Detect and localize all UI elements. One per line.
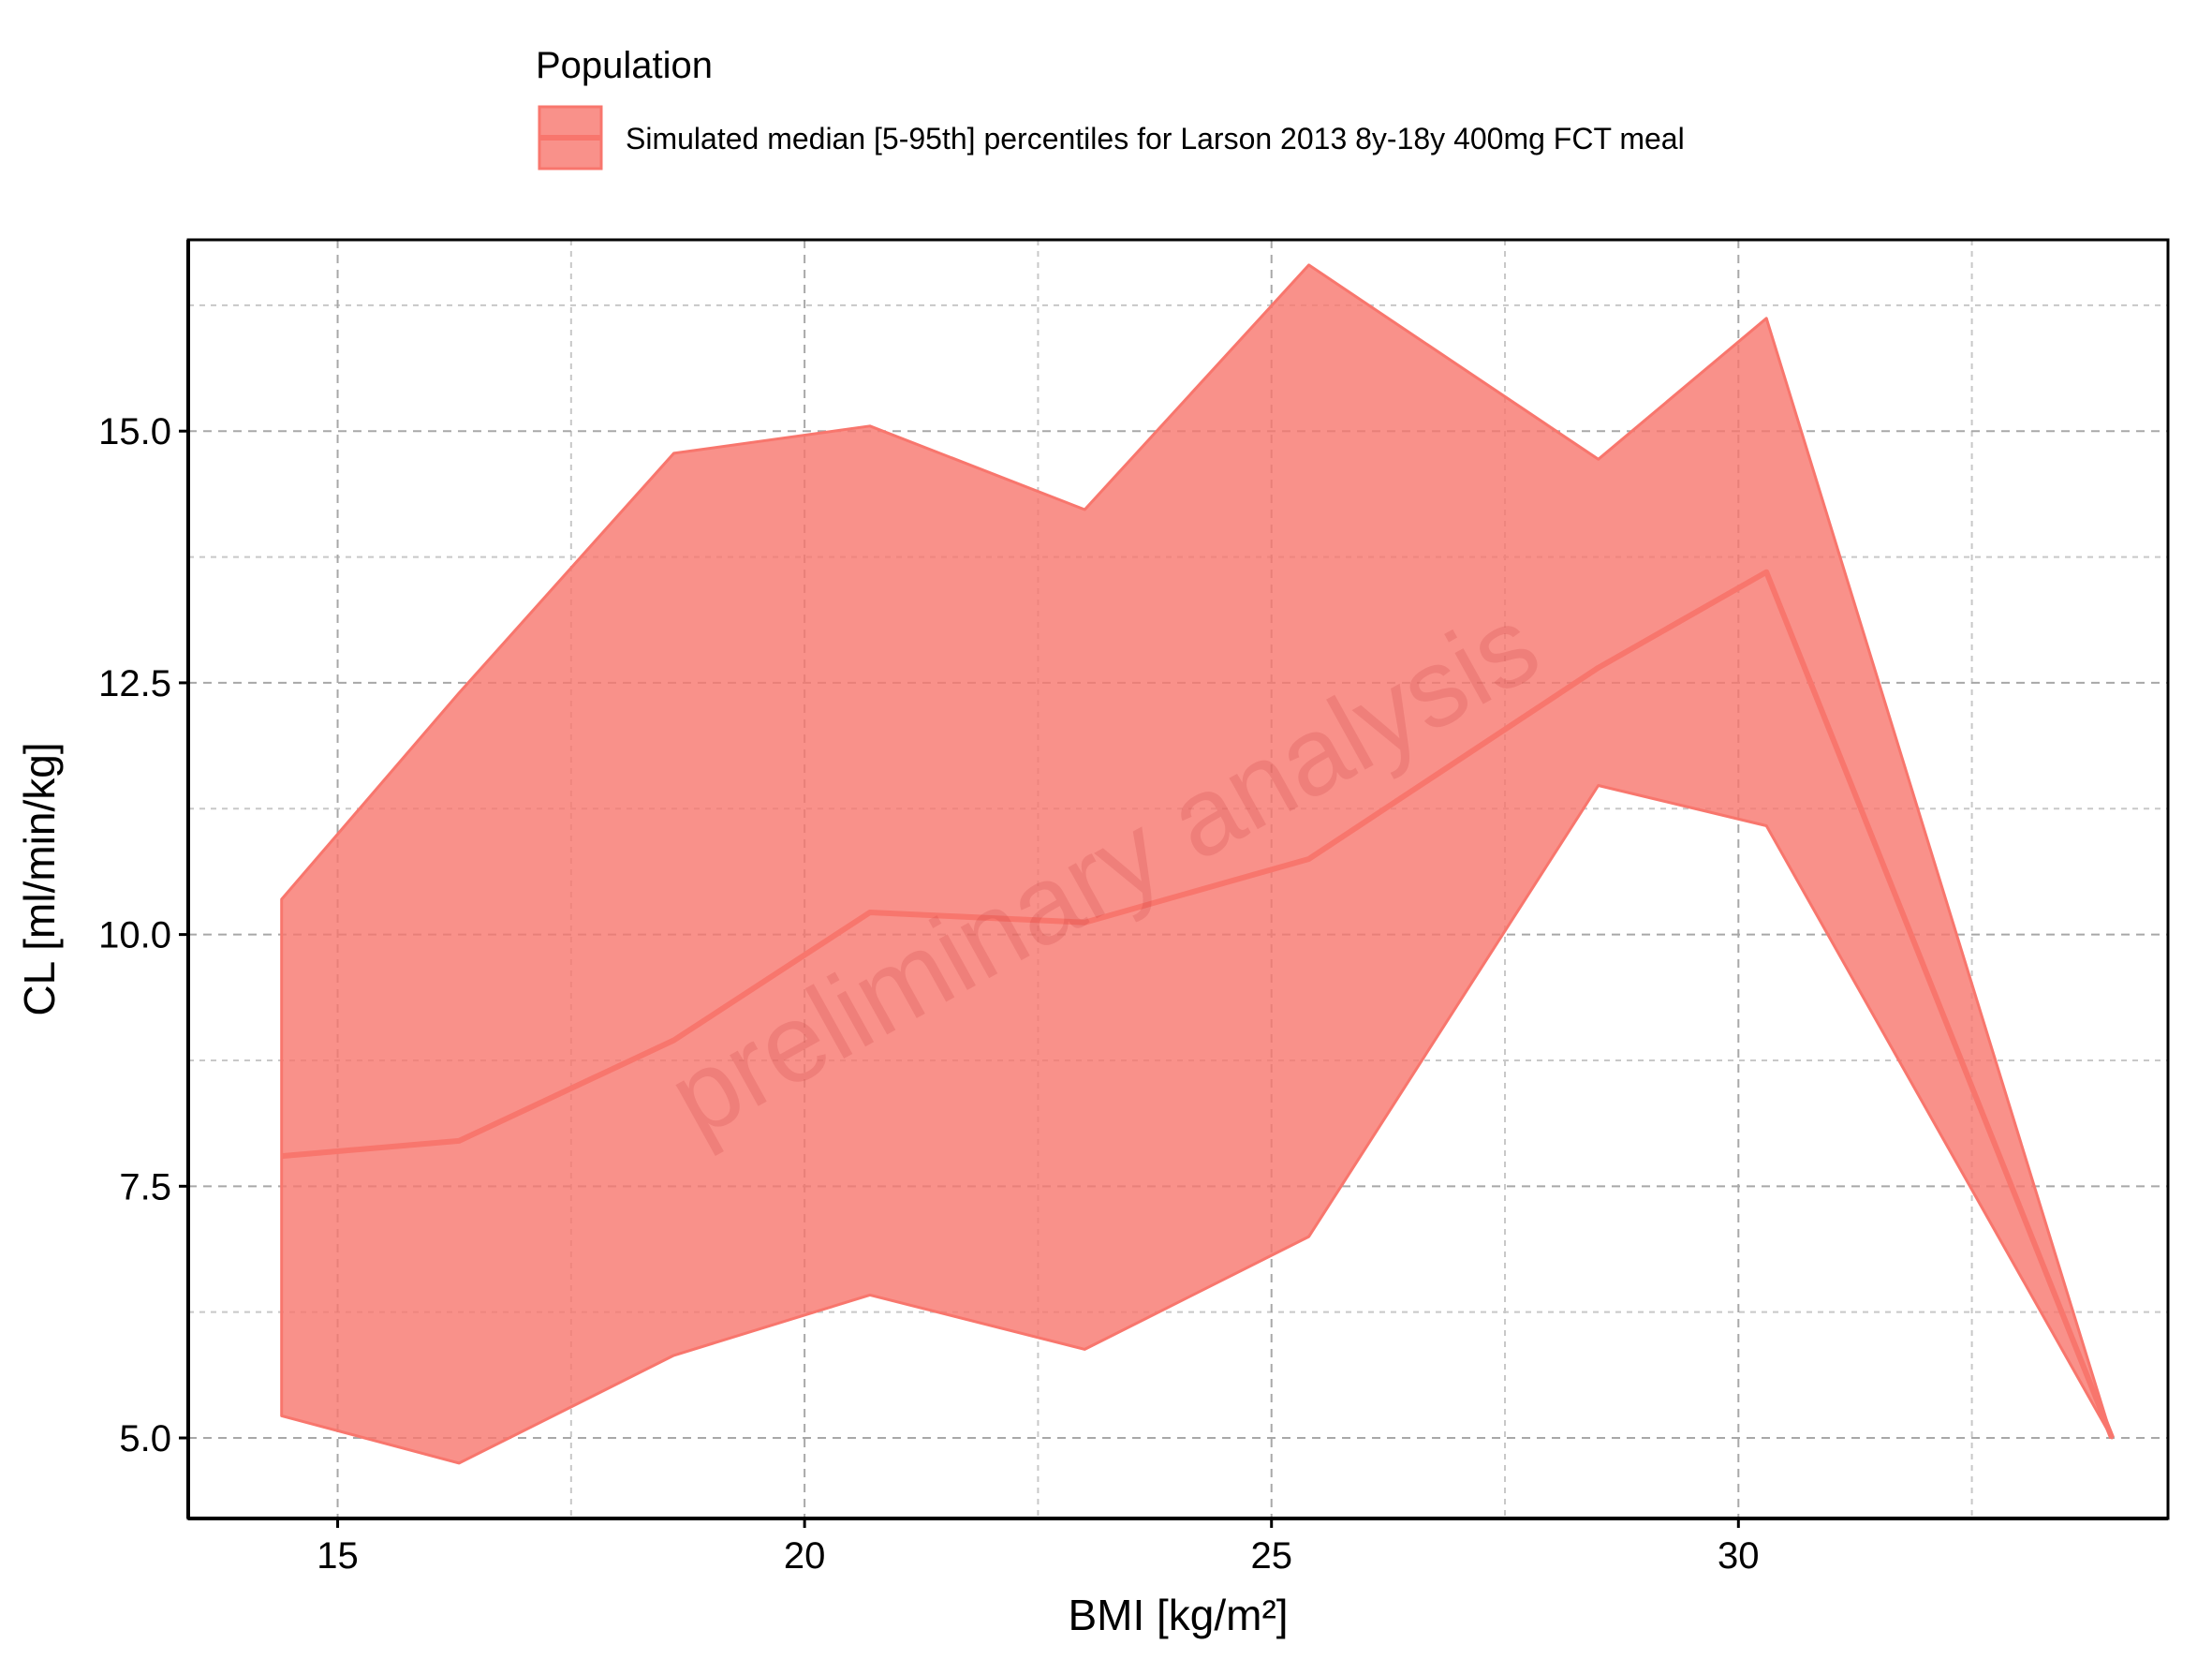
percentile-band-area [280,263,2114,1465]
y-tick-label: 5.0 [119,1418,171,1459]
legend: Population Simulated median [5-95th] per… [536,45,1685,170]
y-tick-label: 12.5 [98,663,171,704]
y-tick-label: 7.5 [119,1166,171,1207]
y-axis-title: CL [ml/min/kg] [15,742,64,1015]
x-axis-title: BMI [kg/m²] [1068,1591,1288,1639]
legend-title: Population [536,45,713,86]
legend-entry-label: Simulated median [5-95th] percentiles fo… [626,122,1685,156]
y-tick-label: 15.0 [98,411,171,452]
x-tick-label: 30 [1718,1535,1760,1577]
x-tick-label: 15 [317,1535,359,1577]
x-tick-label: 25 [1250,1535,1292,1577]
y-tick-label: 10.0 [98,915,171,956]
x-tick-label: 20 [784,1535,826,1577]
median-line [281,569,2115,1440]
y-axis: 5.0 7.5 10.0 12.5 15.0 [98,240,190,1518]
x-axis: 15 20 25 30 [188,1517,2168,1577]
plot-panel: preliminary analysis [186,238,2170,1520]
